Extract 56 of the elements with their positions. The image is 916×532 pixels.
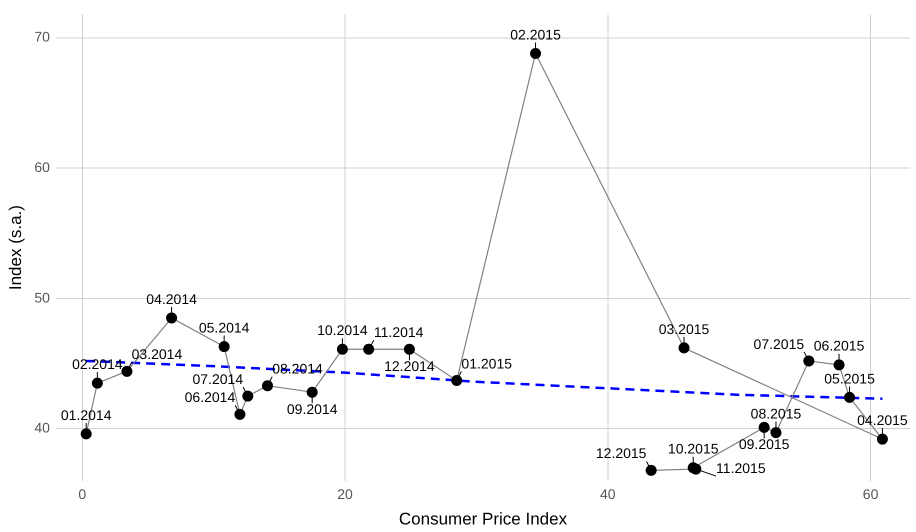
point [451, 374, 462, 386]
point [234, 408, 246, 420]
annotation: 09.2014 [286, 401, 338, 418]
annotation: 12.2015 [596, 445, 647, 462]
y-tick-label: 60 [34, 158, 50, 175]
point [646, 464, 657, 476]
annotation: 11.2014 [374, 324, 424, 340]
point [80, 428, 92, 440]
annotation: 08.2015 [750, 405, 802, 422]
point [92, 378, 103, 389]
annotation: 06.2014 [184, 389, 236, 406]
y-axis-title: Index (s.a.) [6, 205, 25, 290]
point [803, 355, 814, 366]
point [218, 341, 230, 352]
point [166, 312, 178, 324]
point [121, 366, 132, 377]
x-tick-label: 0 [78, 486, 86, 502]
annotation: 07.2015 [754, 336, 804, 352]
point [770, 427, 782, 438]
annotation: 04.2015 [857, 412, 908, 428]
point [844, 392, 856, 403]
annotation: 01.2014 [60, 406, 112, 423]
annotation: 02.2015 [510, 26, 562, 42]
annotation: 05.2015 [824, 370, 876, 386]
point [834, 359, 845, 370]
x-tick-label: 20 [337, 486, 354, 502]
annotation: 06.2015 [814, 338, 865, 354]
annotation: 02.2014 [72, 356, 123, 372]
point [363, 344, 374, 355]
y-tick-label: 50 [34, 289, 50, 306]
point [306, 386, 318, 398]
point [242, 390, 254, 402]
annotation: 08.2014 [272, 360, 324, 377]
annotation: 12.2014 [384, 358, 435, 374]
point [404, 344, 415, 355]
annotation: 03.2014 [132, 346, 182, 362]
x-tick-label: 60 [862, 486, 879, 502]
annotation: 09.2015 [738, 436, 790, 452]
annotation: 05.2014 [198, 319, 250, 336]
annotation: 10.2015 [668, 440, 719, 457]
point [758, 422, 770, 433]
annotation: 03.2015 [658, 320, 710, 337]
annotation: 10.2014 [317, 322, 368, 338]
annotation: 01.2015 [461, 355, 512, 372]
point [336, 344, 348, 355]
point [530, 48, 542, 59]
point [876, 434, 888, 445]
annotation: 04.2014 [146, 290, 198, 307]
x-tick-label: 40 [600, 486, 616, 502]
point [678, 342, 690, 354]
y-tick-label: 40 [34, 420, 50, 436]
point [262, 380, 274, 392]
x-axis-title: Consumer Price Index [398, 509, 568, 528]
annotation: 11.2015 [716, 460, 766, 476]
annotation: 07.2014 [192, 370, 244, 387]
y-tick-label: 70 [34, 28, 50, 45]
